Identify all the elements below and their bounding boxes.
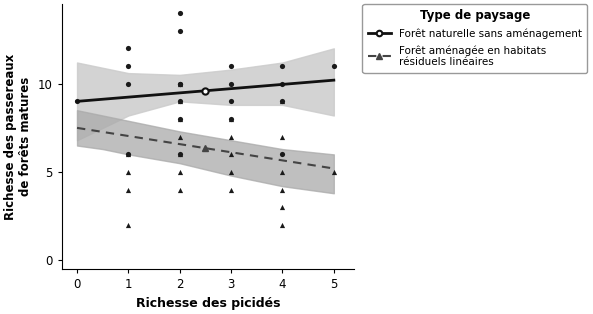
Point — [175, 28, 184, 33]
Point — [227, 63, 236, 68]
Point — [175, 81, 184, 86]
Point — [227, 116, 236, 122]
Point — [278, 99, 287, 104]
Point — [227, 116, 236, 122]
Point — [124, 152, 133, 157]
Point — [227, 134, 236, 139]
Legend: Forêt naturelle sans aménagement, Forêt aménagée en habitats
résiduels linéaires: Forêt naturelle sans aménagement, Forêt … — [362, 4, 587, 73]
Point — [227, 152, 236, 157]
Point — [175, 187, 184, 192]
Point — [278, 81, 287, 86]
Point — [175, 134, 184, 139]
Point — [278, 99, 287, 104]
Point — [124, 223, 133, 228]
Point — [227, 187, 236, 192]
Point — [278, 63, 287, 68]
Point — [278, 205, 287, 210]
Point — [278, 152, 287, 157]
Point — [329, 63, 339, 68]
Point — [175, 116, 184, 122]
Point — [124, 152, 133, 157]
Point — [175, 99, 184, 104]
Point — [124, 187, 133, 192]
Point — [278, 223, 287, 228]
Point — [227, 81, 236, 86]
Point — [175, 170, 184, 175]
Point — [124, 81, 133, 86]
Point — [175, 152, 184, 157]
Point — [124, 63, 133, 68]
Point — [329, 170, 339, 175]
X-axis label: Richesse des picidés: Richesse des picidés — [136, 297, 280, 310]
Point — [175, 152, 184, 157]
Point — [278, 134, 287, 139]
Point — [175, 116, 184, 122]
Point — [278, 187, 287, 192]
Point — [124, 170, 133, 175]
Point — [175, 99, 184, 104]
Point — [227, 99, 236, 104]
Point — [124, 46, 133, 51]
Point — [175, 81, 184, 86]
Point — [72, 99, 82, 104]
Point — [175, 10, 184, 15]
Point — [175, 81, 184, 86]
Point — [278, 170, 287, 175]
Y-axis label: Richesse des passereaux
de forêts matures: Richesse des passereaux de forêts mature… — [4, 54, 32, 220]
Point — [227, 170, 236, 175]
